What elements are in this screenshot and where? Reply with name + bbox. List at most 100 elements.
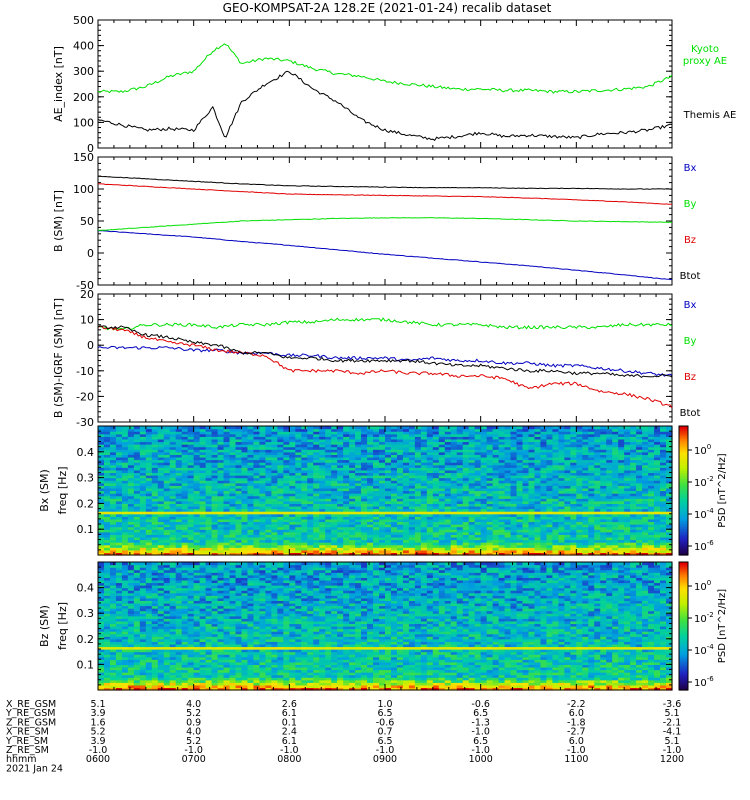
spectrogram-cell (480, 464, 488, 468)
spectrogram-cell (121, 477, 129, 481)
spectrogram-cell (289, 495, 296, 499)
spectrogram-cell (271, 529, 278, 533)
spectrogram-cell (98, 454, 105, 458)
spectrogram-cell (456, 456, 464, 461)
spectrogram-cell (247, 462, 255, 466)
spectrogram-cell (151, 552, 159, 556)
spectrogram-cell (540, 549, 548, 554)
spectrogram-cell (187, 524, 195, 528)
spectrogram-cell (193, 536, 201, 541)
spectrogram-cell (235, 446, 243, 450)
spectrogram-cell (235, 449, 243, 453)
spectrogram-cell (540, 441, 548, 445)
spectrogram-cell (522, 490, 530, 494)
spectrogram-cell (271, 485, 278, 489)
spectrogram-cell (606, 549, 613, 554)
spectrogram-cell (367, 536, 374, 541)
spectrogram-cell (217, 436, 225, 440)
spectrogram-cell (175, 544, 183, 548)
spectrogram-cell (121, 469, 129, 474)
spectrogram-cell (540, 475, 548, 479)
spectrogram-cell (516, 444, 524, 448)
spectrogram-cell (576, 431, 583, 435)
spectrogram-cell (522, 503, 530, 507)
spectrogram-cell (444, 428, 452, 432)
spectrogram-cell (349, 433, 356, 437)
spectrogram-cell (390, 475, 398, 479)
legend-entry-cont: proxy AE (683, 56, 727, 67)
spectrogram-cell (361, 511, 368, 515)
spectrogram-cell (540, 485, 548, 489)
spectrogram-cell (98, 518, 105, 523)
spectrogram-cell (420, 428, 428, 432)
spectrogram-cell (307, 441, 314, 445)
spectrogram-cell (432, 459, 440, 463)
spectrogram-cell (402, 542, 410, 546)
spectrogram-cell (139, 451, 147, 455)
spectrogram-cell (127, 459, 135, 463)
spectrogram-cell (385, 508, 392, 512)
spectrogram-cell (169, 544, 177, 548)
spectrogram-cell (133, 498, 141, 502)
spectrogram-cell (438, 495, 446, 499)
spectrogram-cell (115, 536, 123, 541)
spectrogram-cell (181, 516, 189, 520)
spectrogram-cell (402, 485, 410, 489)
spectrogram-cell (504, 508, 512, 512)
spectrogram-cell (570, 454, 577, 458)
spectrogram-cell (462, 485, 470, 489)
spectrogram-cell (283, 482, 290, 486)
spectrogram-cell (217, 544, 225, 548)
spectrogram-cell (498, 431, 506, 435)
spectrogram-cell (468, 490, 476, 494)
spectrogram-cell (480, 552, 488, 556)
spectrogram-cell (217, 467, 225, 471)
spectrogram-cell (594, 467, 601, 471)
spectrogram-cell (408, 467, 416, 471)
spectrogram-cell (163, 529, 171, 533)
spectrogram-cell (145, 480, 153, 484)
spectrogram-cell (325, 487, 332, 492)
spectrogram-cell (534, 521, 542, 525)
spectrogram-cell (211, 516, 219, 520)
spectrogram-cell (181, 462, 189, 466)
spectrogram-cell (474, 446, 482, 450)
spectrogram-cell (594, 539, 601, 543)
spectrogram-cell (594, 521, 601, 525)
spectrogram-cell (361, 490, 368, 494)
series-line (97, 183, 673, 205)
spectrogram-cell (361, 482, 368, 486)
spectrogram-cell (307, 536, 314, 541)
spectrogram-cell (624, 534, 631, 538)
spectrogram-cell (223, 459, 231, 463)
spectrogram-cell (390, 542, 398, 546)
spectrogram-cell (612, 444, 619, 448)
spectrogram-cell (474, 495, 482, 499)
spectrogram-cell (217, 451, 225, 455)
spectrogram-cell (103, 485, 111, 489)
spectrogram-cell (480, 549, 488, 554)
spectrogram-cell (367, 428, 374, 432)
spectrogram-cell (253, 549, 261, 554)
spectrogram-cell (319, 544, 326, 548)
spectrogram-cell (444, 485, 452, 489)
spectrogram-cell (408, 505, 416, 510)
spectrogram-cell (528, 464, 536, 468)
spectrogram-cell (516, 469, 524, 474)
spectrogram-cell (133, 539, 141, 543)
spectrogram-cell (361, 487, 368, 492)
spectrogram-cell (151, 475, 159, 479)
spectrogram-cell (193, 444, 201, 448)
spectrogram-cell (468, 547, 476, 551)
spectrogram-cell (283, 441, 290, 445)
spectrogram-cell (624, 521, 631, 525)
spectrogram-cell (450, 438, 458, 443)
spectrogram-cell (450, 426, 458, 430)
spectrogram-cell (504, 428, 512, 432)
spectrogram-cell (426, 472, 434, 476)
spectrogram-cell (432, 534, 440, 538)
spectrogram-cell (546, 495, 554, 499)
spectrogram-cell (600, 534, 607, 538)
spectrogram-cell (139, 500, 147, 504)
spectrogram-cell (504, 433, 512, 437)
